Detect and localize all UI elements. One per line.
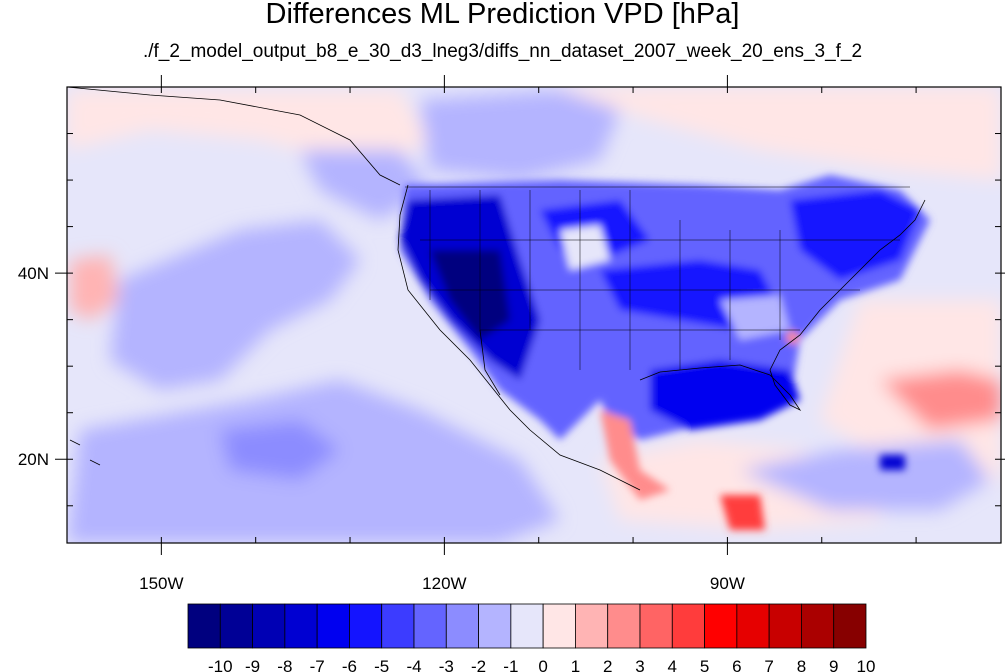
- colorbar: -10 -9 -8 -7 -6 -5 -4 -3 -2 -1 0 1 2 3 4 5 6 7 8 9 10: [187, 603, 876, 672]
- colorbar-label: 2: [603, 657, 612, 672]
- colorbar-label: -7: [310, 657, 325, 672]
- colorbar-label: 0: [538, 657, 547, 672]
- colorbar-swatch: [704, 603, 738, 649]
- colorbar-label: 10: [857, 657, 876, 672]
- colorbar-swatch: [542, 603, 576, 649]
- lon-tick-label: 90W: [710, 574, 745, 593]
- colorbar-label: 3: [635, 657, 644, 672]
- lon-tick-label: 150W: [139, 574, 183, 593]
- colorbar-swatch: [639, 603, 673, 649]
- lon-tick-label: 120W: [422, 574, 466, 593]
- lat-tick-label: 40N: [18, 264, 49, 283]
- colorbar-swatch: [445, 603, 479, 649]
- colorbar-label: 5: [700, 657, 709, 672]
- lat-tick-label: 20N: [18, 450, 49, 469]
- colorbar-swatch: [801, 603, 835, 649]
- colorbar-label: 4: [668, 657, 677, 672]
- colorbar-label: -5: [374, 657, 389, 672]
- colorbar-label: -2: [471, 657, 486, 672]
- colorbar-label: -3: [439, 657, 454, 672]
- axis-ticks: [55, 75, 1005, 555]
- colorbar-swatch: [187, 603, 221, 649]
- colorbar-label: 1: [571, 657, 580, 672]
- state-borders: [405, 186, 910, 370]
- colorbar-swatch: [478, 603, 512, 649]
- plot-title: Differences ML Prediction VPD [hPa]: [265, 0, 740, 30]
- colorbar-swatch: [381, 603, 415, 649]
- colorbar-label: 6: [732, 657, 741, 672]
- colorbar-swatch: [510, 603, 544, 649]
- colorbar-swatch: [768, 603, 802, 649]
- colorbar-label: -6: [342, 657, 357, 672]
- colorbar-label: -4: [406, 657, 421, 672]
- colorbar-swatch: [575, 603, 609, 649]
- broad-anomaly-zones: [67, 87, 1001, 543]
- colorbar-label: -9: [245, 657, 260, 672]
- colorbar-label: 8: [797, 657, 806, 672]
- colorbar-swatch: [316, 603, 350, 649]
- colorbar-swatch: [252, 603, 286, 649]
- colorbar-swatch: [284, 603, 318, 649]
- colorbar-swatch: [736, 603, 770, 649]
- colorbar-swatch: [833, 603, 867, 649]
- colorbar-swatch: [219, 603, 253, 649]
- plot-subtitle: ./f_2_model_output_b8_e_30_d3_lneg3/diff…: [142, 41, 863, 62]
- colorbar-swatch: [607, 603, 641, 649]
- axis-tick-labels: 150W 120W 90W 20N 40N: [18, 264, 745, 593]
- land-anomaly-zones: [400, 175, 930, 530]
- colorbar-swatch: [349, 603, 383, 649]
- colorbar-swatch: [671, 603, 705, 649]
- map-frame: [66, 86, 1002, 544]
- colorbar-label: -10: [208, 657, 233, 672]
- colorbar-label: 7: [764, 657, 773, 672]
- colorbar-label: -8: [277, 657, 292, 672]
- colorbar-label: -1: [503, 657, 518, 672]
- map-field: [67, 87, 1001, 543]
- colorbar-label: 9: [829, 657, 838, 672]
- coastline-outlines: [67, 87, 926, 491]
- colorbar-swatch: [413, 603, 447, 649]
